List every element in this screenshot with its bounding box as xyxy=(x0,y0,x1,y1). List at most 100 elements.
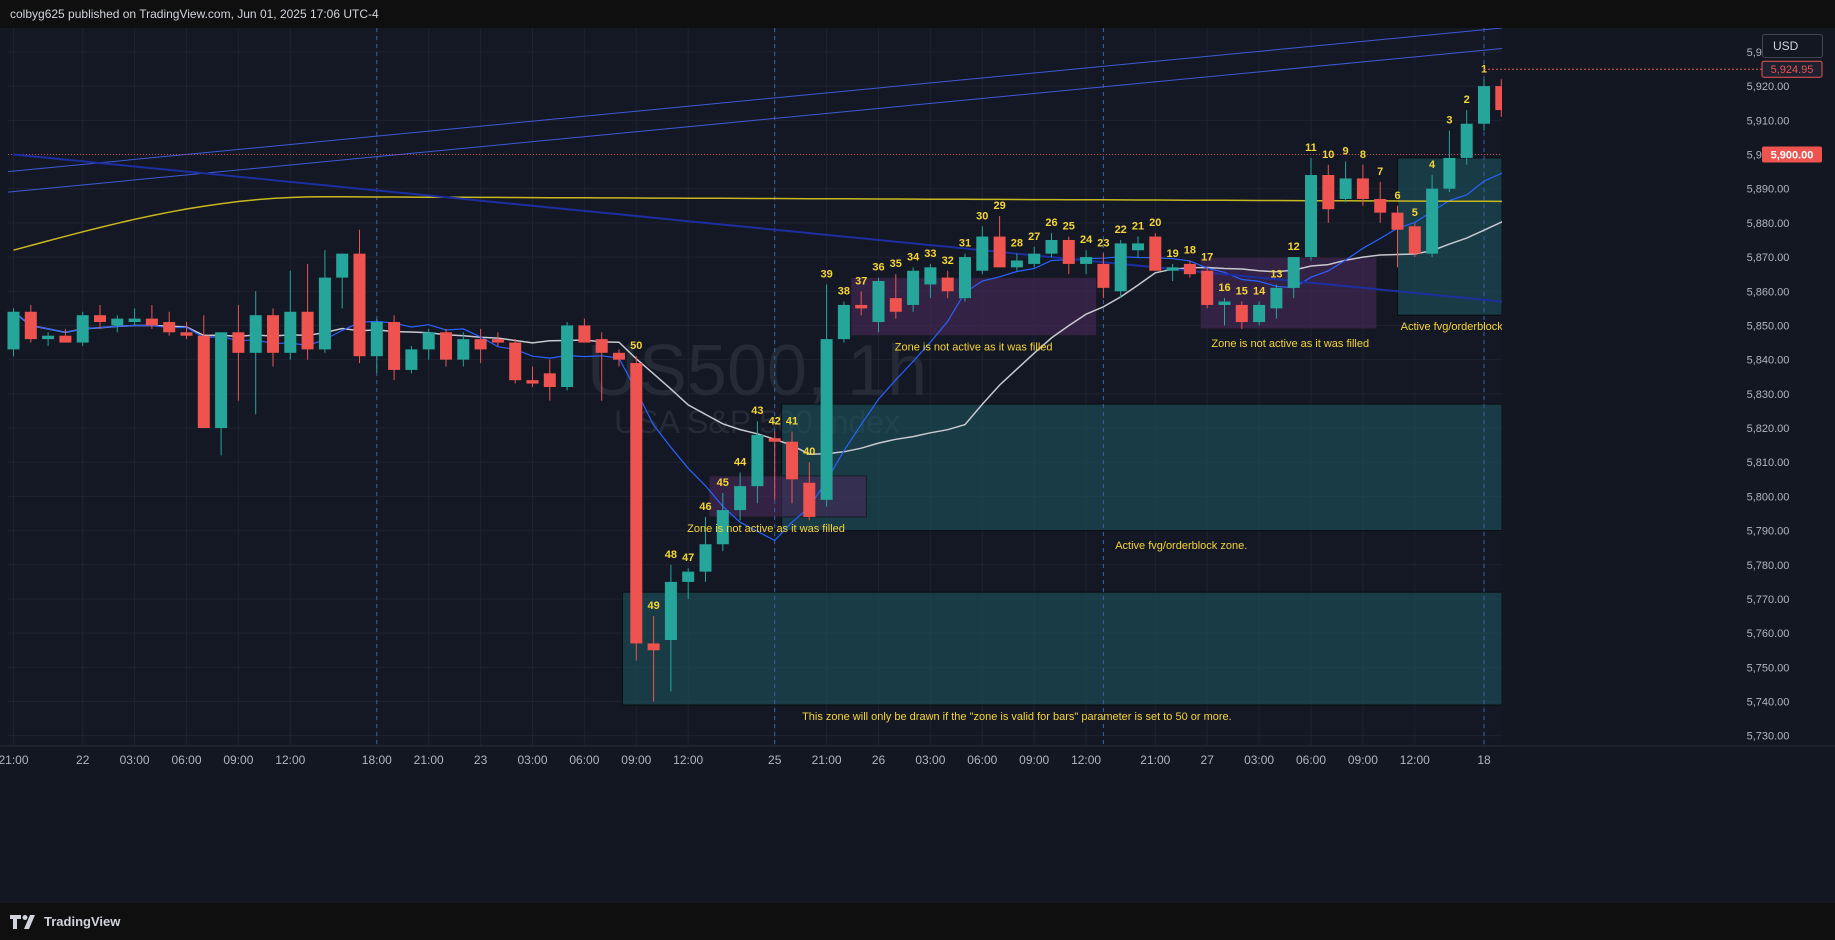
x-tick-label: 12:00 xyxy=(1071,753,1101,767)
y-tick-label: 5,740.00 xyxy=(1747,697,1790,709)
bar-count-label: 14 xyxy=(1253,286,1266,298)
candle-down xyxy=(613,352,625,360)
candle-up xyxy=(249,315,262,353)
x-tick-label: 03:00 xyxy=(915,753,945,767)
candle-down xyxy=(1062,239,1075,264)
candle-up xyxy=(336,253,349,278)
candle-down xyxy=(388,322,401,370)
tradingview-logo[interactable]: TradingView xyxy=(10,914,120,929)
candle-down xyxy=(232,332,245,353)
bar-count-label: 21 xyxy=(1132,221,1144,233)
bar-count-label: 36 xyxy=(872,262,884,274)
candle-down xyxy=(509,342,522,381)
bar-count-label: 49 xyxy=(647,600,659,612)
bar-count-label: 5 xyxy=(1412,207,1418,219)
candle-down xyxy=(543,373,556,387)
candle-down xyxy=(1322,175,1335,210)
candle-down xyxy=(145,318,158,326)
candle-down xyxy=(595,339,608,353)
x-tick-label: 06:00 xyxy=(569,753,599,767)
bar-count-label: 4 xyxy=(1429,159,1436,171)
bar-count-label: 13 xyxy=(1270,268,1282,280)
bar-count-label: 6 xyxy=(1394,190,1400,202)
candle-up xyxy=(734,486,747,511)
candle-up xyxy=(370,322,383,357)
candle-up xyxy=(1287,257,1300,288)
y-tick-label: 5,750.00 xyxy=(1747,662,1790,674)
bar-count-label: 38 xyxy=(838,286,850,298)
zone-label: Active fvg/orderblock zone. xyxy=(1401,321,1533,333)
bar-count-label: 32 xyxy=(942,255,954,267)
bar-count-label: 39 xyxy=(820,268,832,280)
x-tick-label: 12:00 xyxy=(673,753,703,767)
candle-down xyxy=(855,304,868,309)
bar-count-label: 17 xyxy=(1201,251,1213,263)
y-tick-label: 5,730.00 xyxy=(1747,731,1790,743)
candle-up xyxy=(1270,287,1283,309)
candle-up xyxy=(111,318,124,326)
bar-count-label: 35 xyxy=(890,258,902,270)
bar-count-label: 8 xyxy=(1360,149,1366,161)
candle-down xyxy=(94,315,106,323)
y-tick-label: 5,890.00 xyxy=(1747,184,1790,196)
bar-count-label: 22 xyxy=(1115,224,1127,236)
bar-count-label: 37 xyxy=(855,275,867,287)
candle-down xyxy=(1356,178,1369,199)
candle-up xyxy=(1443,157,1456,189)
candle-up xyxy=(457,339,470,360)
candle-up xyxy=(1253,304,1266,323)
x-tick-label: 18 xyxy=(1477,753,1491,767)
bar-count-label: 50 xyxy=(630,340,642,352)
bar-count-label: 18 xyxy=(1184,244,1196,256)
bar-count-label: 44 xyxy=(734,456,747,468)
bar-count-label: 40 xyxy=(803,446,815,458)
x-tick-label: 03:00 xyxy=(120,753,150,767)
candle-down xyxy=(889,298,902,312)
zone-label: Zone is not active as it was filled xyxy=(895,342,1053,354)
candle-down xyxy=(59,335,72,343)
bar-count-label: 23 xyxy=(1097,238,1109,250)
bar-count-label: 41 xyxy=(786,415,798,427)
y-tick-label: 5,800.00 xyxy=(1747,491,1790,503)
bar-count-label: 15 xyxy=(1236,286,1248,298)
tradingview-icon xyxy=(10,914,35,929)
candle-down xyxy=(491,339,504,343)
y-tick-label: 5,820.00 xyxy=(1747,423,1790,435)
bar-count-label: 45 xyxy=(717,477,729,489)
x-tick-label: 12:00 xyxy=(275,753,305,767)
candle-down xyxy=(578,325,591,343)
bar-count-label: 42 xyxy=(769,415,781,427)
bar-count-label: 30 xyxy=(976,210,988,222)
x-tick-label: 06:00 xyxy=(967,753,997,767)
publish-text: colbyg625 published on TradingView.com, … xyxy=(10,7,379,21)
candle-down xyxy=(1374,198,1387,213)
candle-down xyxy=(1408,226,1421,254)
bar-count-label: 19 xyxy=(1166,248,1178,260)
candle-down xyxy=(630,363,643,644)
x-tick-label: 09:00 xyxy=(621,753,651,767)
candle-down xyxy=(993,236,1006,268)
bar-count-label: 16 xyxy=(1218,282,1230,294)
x-tick-label: 27 xyxy=(1201,753,1215,767)
candle-up xyxy=(682,571,695,582)
candle-up xyxy=(1028,253,1041,264)
candle-up xyxy=(1426,188,1439,254)
bar-count-label: 3 xyxy=(1446,115,1452,127)
currency-button[interactable]: USD xyxy=(1762,34,1823,58)
x-tick-label: 09:00 xyxy=(223,753,253,767)
candle-down xyxy=(440,332,452,360)
active-zone xyxy=(781,403,1503,532)
candle-up xyxy=(1010,260,1023,268)
candle-up xyxy=(1478,86,1490,124)
y-tick-label: 5,830.00 xyxy=(1747,389,1790,401)
trend-line-upper xyxy=(7,28,1503,173)
candle-up xyxy=(751,434,764,487)
candle-up xyxy=(7,311,20,350)
x-tick-label: 22 xyxy=(76,753,90,767)
y-tick-label: 5,880.00 xyxy=(1747,218,1790,230)
filled-zone xyxy=(708,475,867,518)
candle-up xyxy=(405,349,418,370)
bar-count-label: 11 xyxy=(1305,142,1317,154)
x-tick-label: 06:00 xyxy=(1296,753,1326,767)
